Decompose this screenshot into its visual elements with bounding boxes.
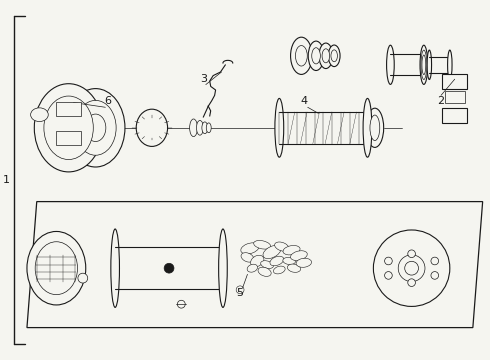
Ellipse shape <box>111 229 120 307</box>
Bar <box>442 74 467 89</box>
Ellipse shape <box>319 43 333 68</box>
Ellipse shape <box>296 258 312 267</box>
Ellipse shape <box>291 37 312 75</box>
Ellipse shape <box>387 45 394 84</box>
Ellipse shape <box>66 89 125 167</box>
Ellipse shape <box>261 261 273 269</box>
Ellipse shape <box>275 98 284 157</box>
Ellipse shape <box>250 255 264 267</box>
Ellipse shape <box>274 242 289 251</box>
Ellipse shape <box>164 263 174 273</box>
Bar <box>442 108 467 123</box>
Ellipse shape <box>27 231 86 305</box>
Ellipse shape <box>398 255 425 282</box>
Ellipse shape <box>241 243 259 254</box>
Ellipse shape <box>427 50 432 80</box>
Ellipse shape <box>177 300 185 308</box>
Ellipse shape <box>75 100 116 155</box>
Bar <box>445 91 465 103</box>
Ellipse shape <box>431 271 439 279</box>
Ellipse shape <box>273 266 285 274</box>
Ellipse shape <box>420 45 428 84</box>
Ellipse shape <box>421 50 427 80</box>
Ellipse shape <box>196 121 203 135</box>
Ellipse shape <box>295 46 307 66</box>
Ellipse shape <box>270 256 284 266</box>
Ellipse shape <box>312 48 320 64</box>
Ellipse shape <box>322 49 330 63</box>
Ellipse shape <box>241 253 254 262</box>
Bar <box>56 131 81 145</box>
Ellipse shape <box>431 257 439 265</box>
Ellipse shape <box>236 286 244 294</box>
Ellipse shape <box>34 84 103 172</box>
Ellipse shape <box>263 246 281 258</box>
Ellipse shape <box>288 264 300 273</box>
Ellipse shape <box>44 96 93 159</box>
Ellipse shape <box>363 98 372 157</box>
Text: 2: 2 <box>438 96 444 106</box>
Ellipse shape <box>136 109 168 147</box>
Text: 3: 3 <box>200 74 207 84</box>
Ellipse shape <box>190 119 197 136</box>
Ellipse shape <box>366 108 384 147</box>
Ellipse shape <box>35 242 77 294</box>
Ellipse shape <box>202 122 208 134</box>
Ellipse shape <box>291 251 307 260</box>
Ellipse shape <box>385 257 392 265</box>
Ellipse shape <box>405 261 418 275</box>
Ellipse shape <box>78 273 88 283</box>
Ellipse shape <box>254 240 270 249</box>
Ellipse shape <box>31 108 49 122</box>
Bar <box>56 102 81 116</box>
Ellipse shape <box>370 115 380 140</box>
Ellipse shape <box>328 45 340 67</box>
Text: 5: 5 <box>237 288 244 298</box>
Ellipse shape <box>447 50 452 80</box>
Ellipse shape <box>408 279 416 287</box>
Ellipse shape <box>283 246 300 255</box>
Ellipse shape <box>385 271 392 279</box>
Ellipse shape <box>373 230 450 306</box>
Ellipse shape <box>247 264 258 272</box>
Text: 4: 4 <box>300 96 307 106</box>
Ellipse shape <box>283 257 295 265</box>
Ellipse shape <box>258 267 271 276</box>
Text: 6: 6 <box>104 96 111 106</box>
Text: 1: 1 <box>2 175 9 185</box>
Ellipse shape <box>331 50 338 62</box>
Ellipse shape <box>408 250 416 258</box>
Polygon shape <box>27 202 483 328</box>
Ellipse shape <box>219 229 227 307</box>
Ellipse shape <box>85 114 106 141</box>
Ellipse shape <box>206 123 211 133</box>
Ellipse shape <box>422 55 426 75</box>
Ellipse shape <box>308 41 324 71</box>
